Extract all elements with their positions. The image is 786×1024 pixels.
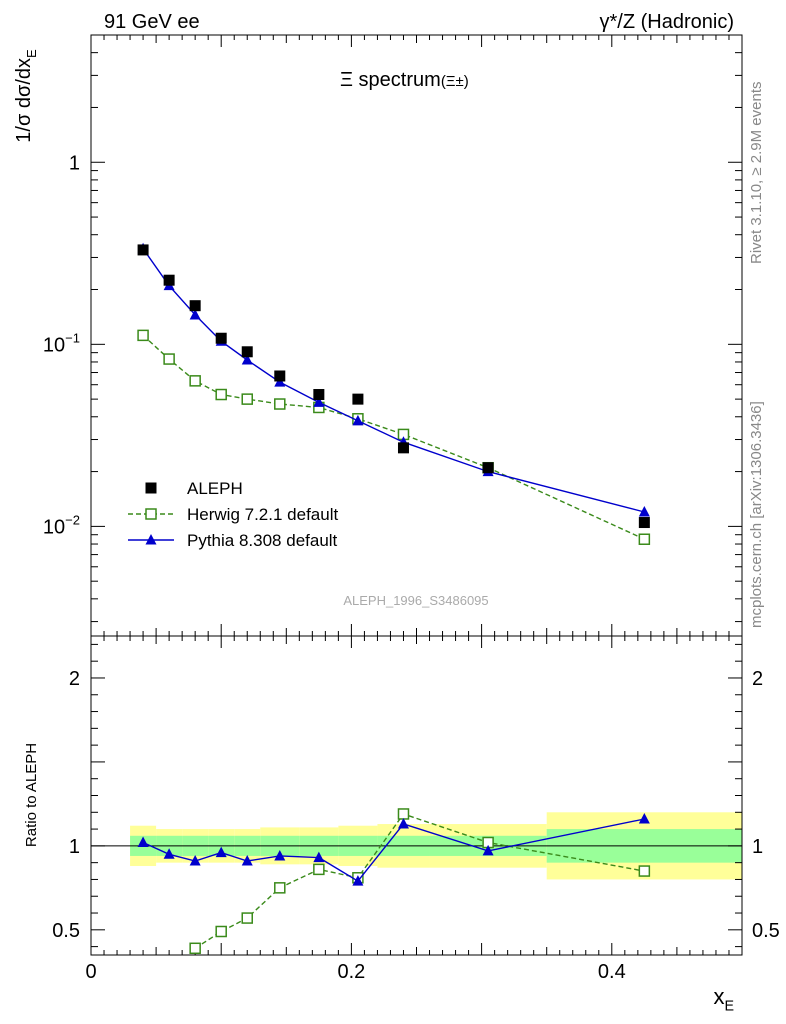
ratio-y-tick-label-right: 1 <box>752 836 763 858</box>
ratio-y-tick-label: 2 <box>69 668 80 690</box>
legend-label-pythia: Pythia 8.308 default <box>187 531 338 550</box>
ratio-pythia-point <box>241 854 253 866</box>
main-pythia-point <box>189 308 201 320</box>
text-layer: 91 GeV ee γ*/Z (Hadronic) Rivet 3.1.10, … <box>13 11 780 1015</box>
main-data-point <box>215 332 227 344</box>
ratio-pythia-point <box>137 836 149 848</box>
ratio-y-tick-label: 0.5 <box>52 920 80 942</box>
ratio-pythia-point <box>482 844 494 856</box>
main-herwig-point <box>241 393 253 405</box>
main-herwig-point <box>274 398 286 410</box>
main-pythia-point <box>241 354 253 365</box>
legend-marker-herwig <box>145 508 157 520</box>
main-data-point <box>397 442 409 454</box>
ratio-y-tick-label: 1 <box>69 836 80 858</box>
main-herwig-point <box>189 375 201 387</box>
main-data-point <box>163 274 175 286</box>
ratio-herwig-point <box>241 912 253 924</box>
main-herwig-point <box>215 388 227 401</box>
y-tick-label: 10−2 <box>43 512 80 538</box>
ratio-pythia-point <box>215 846 227 858</box>
main-pythia-line <box>142 248 645 513</box>
y-tick-label: 10−1 <box>43 330 80 356</box>
x-tick-label: 0.4 <box>598 961 626 983</box>
ratio-herwig-point <box>397 808 410 820</box>
main-herwig-point <box>163 353 175 365</box>
ratio-ylabel: Ratio to ALEPH <box>23 743 40 847</box>
main-data-point <box>137 244 149 256</box>
main-data-point <box>313 389 325 401</box>
ratio-y-tick-label-right: 2 <box>752 668 763 690</box>
main-data-point <box>241 346 253 358</box>
header-right: γ*/Z (Hadronic) <box>600 11 734 33</box>
x-tick-label: 0.2 <box>337 961 365 983</box>
legend-marker-pythia <box>145 534 157 545</box>
main-pythia-point <box>313 396 325 407</box>
x-axis-label: xE <box>713 984 734 1015</box>
main-data-point <box>274 370 286 382</box>
frame-layer <box>90 34 743 956</box>
header-left: 91 GeV ee <box>104 11 200 33</box>
ratio-pythia-point <box>189 854 201 866</box>
main-data-point <box>189 300 201 312</box>
ratio-pythia-point <box>313 851 325 863</box>
x-tick-label: 0 <box>85 961 96 983</box>
ratio-pythia-point <box>397 818 409 829</box>
main-data-point <box>482 462 494 474</box>
legend-label-data: ALEPH <box>187 479 243 498</box>
ratio-herwig-point <box>189 942 201 955</box>
legend-label-herwig: Herwig 7.2.1 default <box>187 505 338 524</box>
ratio-frame <box>90 635 743 956</box>
ratio-herwig-point <box>313 863 325 876</box>
main-pythia-point <box>638 505 650 517</box>
plot-title: Ξ spectrum(Ξ±) <box>340 69 469 91</box>
mcplots-label: mcplots.cern.ch [arXiv:1306.3436] <box>748 401 765 628</box>
main-ylabel: 1/σ dσ/dxE <box>13 49 39 143</box>
ratio-pythia-point <box>274 849 286 861</box>
ratio-y-tick-label-right: 0.5 <box>752 920 780 942</box>
main-data-point <box>352 393 364 405</box>
ratio-herwig-point <box>638 865 651 877</box>
watermark: ALEPH_1996_S3486095 <box>343 593 488 608</box>
main-herwig-line <box>142 334 645 540</box>
series-layer <box>137 242 651 955</box>
main-herwig-point <box>638 533 651 545</box>
ratio-pythia-point <box>638 813 650 824</box>
ratio-pythia-point <box>352 875 364 886</box>
main-herwig-point <box>137 329 149 342</box>
ratio-pythia-point <box>163 848 175 859</box>
y-tick-label: 1 <box>69 152 80 174</box>
ratio-herwig-point <box>215 925 227 938</box>
main-data-point <box>638 517 650 529</box>
legend: ALEPH Herwig 7.2.1 default Pythia 8.308 de… <box>128 479 338 550</box>
ratio-herwig-point <box>274 882 286 894</box>
rivet-label: Rivet 3.1.10, ≥ 2.9M events <box>748 82 765 265</box>
main-pythia-point <box>352 414 364 426</box>
legend-marker-data <box>145 482 157 494</box>
